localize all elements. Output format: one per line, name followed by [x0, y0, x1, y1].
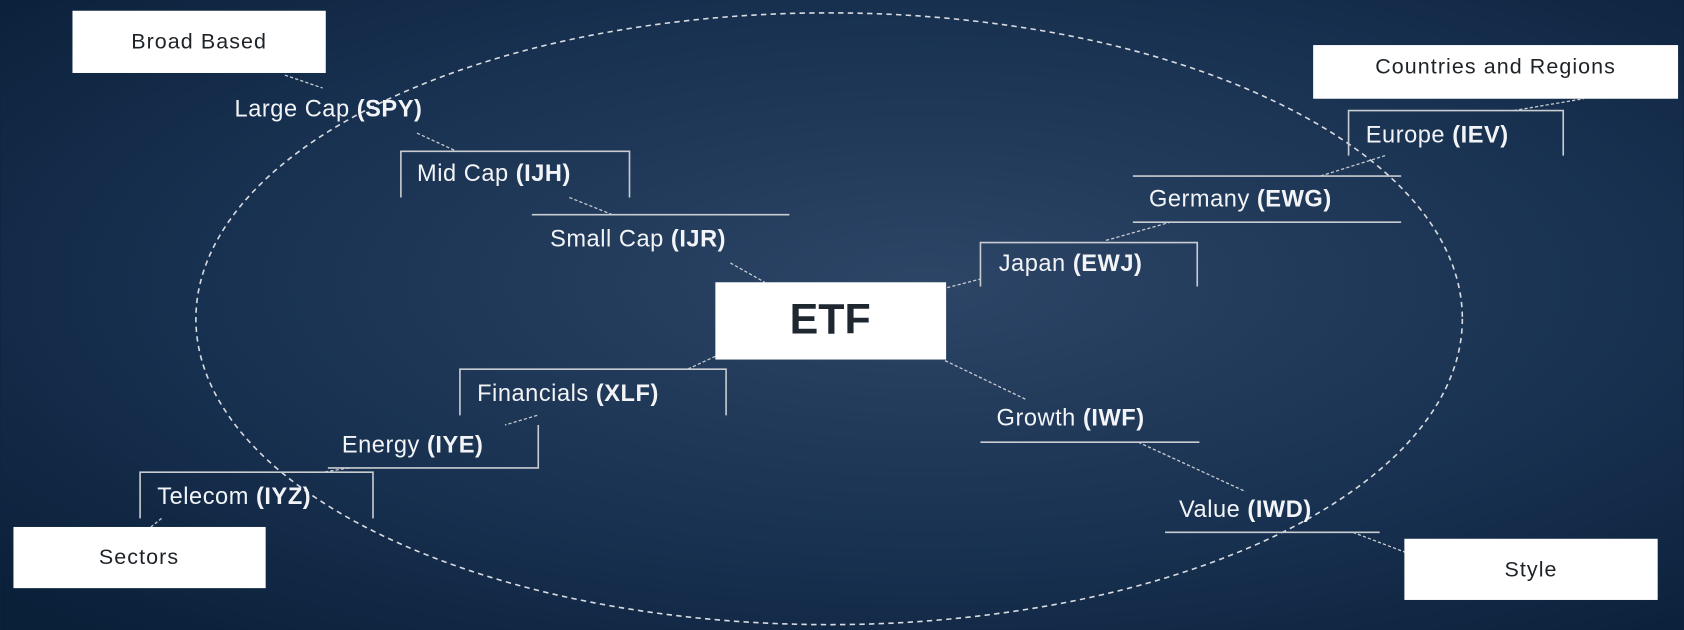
etf-item: Financials (XLF): [477, 381, 659, 407]
etf-item: Mid Cap (IJH): [417, 161, 571, 187]
etf-item: Large Cap (SPY): [235, 97, 423, 123]
item-name: Germany: [1149, 187, 1250, 213]
group-label: Style: [1504, 558, 1557, 582]
item-name: Telecom: [157, 484, 249, 510]
item-ticker: (IWF): [1083, 406, 1145, 432]
item-name: Growth: [997, 406, 1076, 432]
item-name: Energy: [342, 433, 420, 459]
item-ticker: (SPY): [357, 97, 423, 123]
item-ticker: (IEV): [1452, 123, 1508, 149]
group-label: Sectors: [99, 545, 179, 569]
center-label: ETF: [790, 295, 871, 343]
group-label: Broad Based: [131, 30, 267, 54]
etf-item: Japan (EWJ): [999, 251, 1143, 277]
etf-item: Europe (IEV): [1366, 123, 1509, 149]
item-ticker: (IYE): [427, 433, 483, 459]
etf-item: Growth (IWF): [997, 406, 1145, 432]
item-name: Large Cap: [235, 97, 350, 123]
page: ETF Broad Based Countries and Regions Se…: [0, 0, 1684, 630]
etf-item: Small Cap (IJR): [550, 227, 726, 253]
item-name: Europe: [1366, 123, 1445, 149]
etf-item: Energy (IYE): [342, 433, 484, 459]
group-label: Countries and Regions: [1375, 54, 1616, 78]
etf-item: Germany (EWG): [1149, 187, 1332, 213]
item-ticker: (IJR): [671, 227, 726, 253]
item-ticker: (IWD): [1247, 497, 1311, 523]
item-ticker: (EWJ): [1073, 251, 1143, 277]
item-name: Small Cap: [550, 227, 664, 253]
etf-item: Value (IWD): [1179, 497, 1312, 523]
etf-diagram: ETF Broad Based Countries and Regions Se…: [0, 0, 1684, 630]
item-name: Financials: [477, 381, 589, 407]
item-name: Japan: [999, 251, 1066, 277]
item-name: Mid Cap: [417, 161, 509, 187]
item-ticker: (EWG): [1257, 187, 1332, 213]
item-name: Value: [1179, 497, 1240, 523]
item-ticker: (XLF): [596, 381, 659, 407]
item-ticker: (IJH): [516, 161, 571, 187]
etf-item: Telecom (IYZ): [157, 484, 311, 510]
item-ticker: (IYZ): [256, 484, 311, 510]
